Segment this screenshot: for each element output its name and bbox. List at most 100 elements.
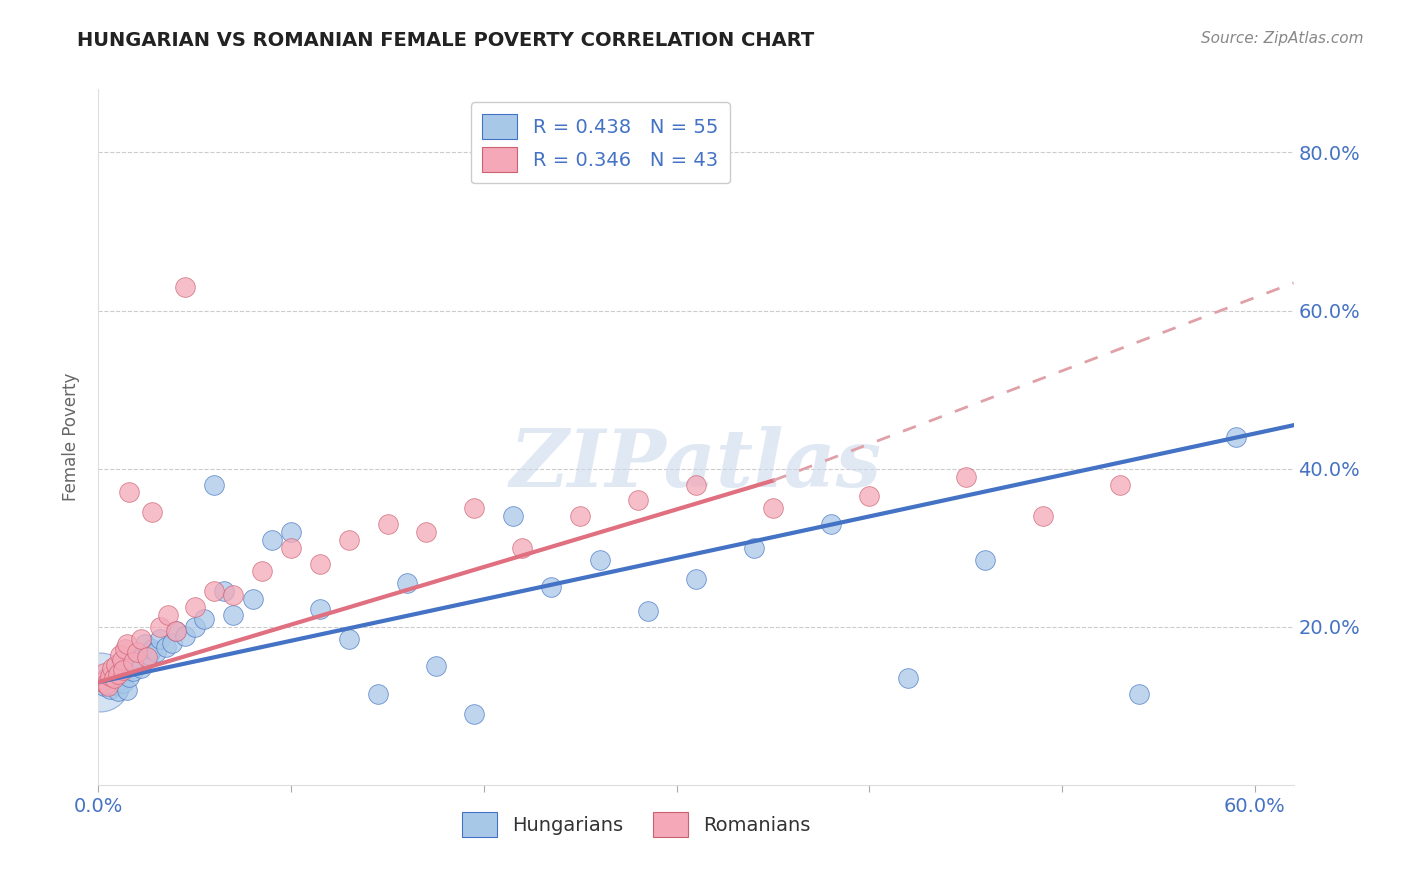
Point: [395, 576, 418, 591]
Point: [222, 607, 245, 622]
Point: [184, 620, 207, 634]
Point: [367, 687, 389, 701]
Point: [569, 509, 592, 524]
Point: [91, 675, 114, 690]
Point: [212, 584, 235, 599]
Point: [280, 541, 302, 555]
Point: [141, 505, 163, 519]
Point: [193, 612, 215, 626]
Point: [101, 673, 124, 688]
Point: [588, 552, 610, 566]
Point: [125, 645, 148, 659]
Point: [94, 671, 117, 685]
Point: [110, 661, 132, 675]
Point: [108, 673, 131, 687]
Point: [762, 501, 785, 516]
Point: [512, 541, 534, 555]
Point: [463, 501, 485, 516]
Point: [337, 632, 360, 646]
Point: [122, 664, 145, 678]
Point: [112, 663, 135, 677]
Point: [1128, 687, 1150, 701]
Point: [125, 649, 148, 664]
Point: [260, 533, 283, 547]
Point: [309, 602, 332, 616]
Point: [145, 645, 167, 659]
Point: [202, 477, 225, 491]
Point: [141, 642, 163, 657]
Point: [120, 657, 142, 672]
Point: [242, 592, 264, 607]
Point: [97, 679, 120, 693]
Point: [94, 677, 117, 691]
Point: [974, 552, 997, 566]
Point: [174, 280, 197, 294]
Y-axis label: Female Poverty: Female Poverty: [62, 373, 80, 501]
Point: [202, 584, 225, 599]
Point: [129, 632, 152, 646]
Point: [337, 533, 360, 547]
Point: [134, 637, 156, 651]
Point: [149, 632, 172, 646]
Point: [97, 677, 120, 691]
Point: [117, 683, 139, 698]
Point: [280, 524, 302, 539]
Point: [160, 635, 183, 649]
Point: [1225, 430, 1247, 444]
Point: [104, 657, 127, 672]
Point: [91, 675, 114, 690]
Point: [165, 624, 187, 638]
Point: [93, 679, 115, 693]
Text: ZIPatlas: ZIPatlas: [510, 426, 882, 504]
Point: [107, 684, 129, 698]
Point: [129, 661, 152, 675]
Point: [124, 653, 146, 667]
Point: [103, 677, 125, 691]
Point: [122, 656, 145, 670]
Point: [89, 675, 111, 690]
Point: [637, 604, 659, 618]
Point: [107, 667, 129, 681]
Point: [107, 663, 129, 677]
Point: [117, 637, 139, 651]
Point: [463, 706, 485, 721]
Point: [108, 648, 131, 662]
Point: [1032, 509, 1054, 524]
Point: [103, 671, 125, 685]
Point: [149, 620, 172, 634]
Point: [252, 565, 274, 579]
Legend: Hungarians, Romanians: Hungarians, Romanians: [454, 805, 818, 845]
Point: [104, 669, 127, 683]
Point: [685, 573, 707, 587]
Point: [118, 485, 141, 500]
Point: [820, 516, 842, 531]
Point: [897, 671, 920, 685]
Point: [540, 580, 562, 594]
Point: [309, 557, 332, 571]
Point: [112, 676, 135, 690]
Point: [858, 489, 880, 503]
Text: HUNGARIAN VS ROMANIAN FEMALE POVERTY CORRELATION CHART: HUNGARIAN VS ROMANIAN FEMALE POVERTY COR…: [77, 31, 814, 50]
Point: [118, 670, 141, 684]
Point: [135, 649, 157, 664]
Point: [415, 524, 437, 539]
Point: [114, 642, 136, 657]
Point: [425, 659, 447, 673]
Point: [685, 477, 707, 491]
Point: [101, 661, 124, 675]
Point: [98, 669, 121, 683]
Point: [222, 588, 245, 602]
Point: [502, 509, 524, 524]
Point: [1109, 477, 1132, 491]
Point: [110, 653, 132, 667]
Point: [155, 640, 177, 654]
Point: [377, 516, 399, 531]
Point: [174, 629, 197, 643]
Point: [114, 665, 136, 680]
Point: [98, 681, 121, 696]
Point: [955, 469, 977, 483]
Point: [742, 541, 765, 555]
Point: [627, 493, 650, 508]
Point: [184, 600, 207, 615]
Point: [165, 624, 187, 638]
